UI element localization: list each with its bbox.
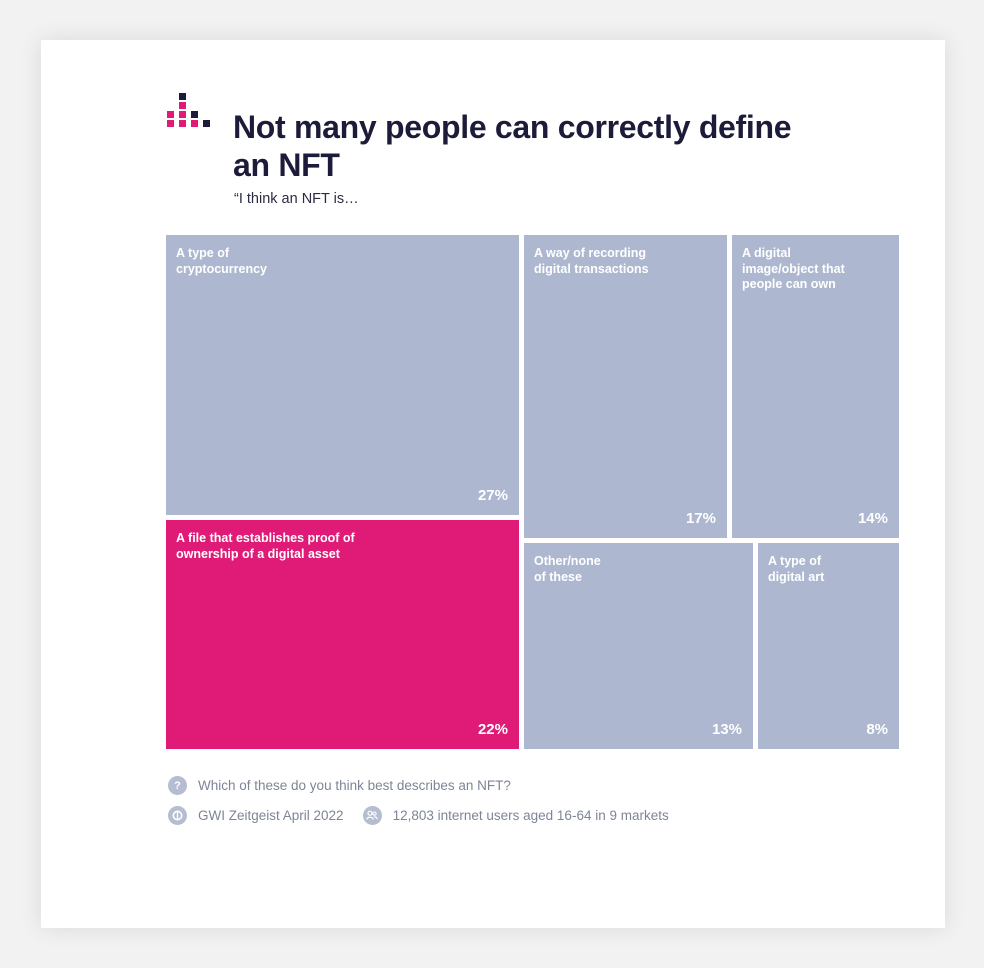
treemap-tile: A file that establishes proof of ownersh… — [166, 520, 519, 749]
tile-value: 22% — [477, 721, 508, 738]
tile-value: 17% — [685, 510, 716, 527]
footer-question: ? Which of these do you think best descr… — [168, 776, 511, 795]
treemap-tile: A type of cryptocurrency 27% — [166, 235, 519, 515]
gwi-logo-icon — [168, 806, 187, 825]
footer-source: GWI Zeitgeist April 2022 12,803 internet… — [168, 806, 669, 825]
bar-chart-logo-icon — [167, 93, 210, 127]
treemap-tile: A digital image/object that people can o… — [732, 235, 899, 538]
chart-title: Not many people can correctly define an … — [233, 109, 792, 183]
treemap-tile: A way of recording digital transactions 1… — [524, 235, 727, 538]
sample-description: 12,803 internet users aged 16-64 in 9 ma… — [392, 808, 669, 823]
tile-label: A digital image/object that people can o… — [742, 246, 845, 291]
data-source: GWI Zeitgeist April 2022 — [198, 808, 344, 823]
treemap-chart: A type of cryptocurrency 27% A file that e… — [166, 235, 899, 749]
tile-label: A type of digital art — [768, 554, 825, 584]
survey-question: Which of these do you think best describ… — [198, 778, 511, 793]
tile-value: 14% — [857, 510, 888, 527]
tile-label: A type of cryptocurrency — [176, 246, 268, 276]
tile-value: 13% — [711, 721, 742, 738]
treemap-tile: Other/none of these 13% — [524, 543, 753, 749]
infographic-card: Not many people can correctly define an … — [41, 40, 945, 928]
chart-subtitle: “I think an NFT is… — [234, 191, 359, 207]
tile-value: 27% — [477, 487, 508, 504]
question-mark-icon: ? — [168, 776, 187, 795]
tile-label: A file that establishes proof of ownersh… — [176, 531, 355, 561]
tile-value: 8% — [866, 721, 888, 738]
tile-label: A way of recording digital transactions — [534, 246, 649, 276]
people-icon — [362, 806, 382, 825]
treemap-tile: A type of digital art 8% — [758, 543, 899, 749]
tile-label: Other/none of these — [534, 554, 601, 584]
